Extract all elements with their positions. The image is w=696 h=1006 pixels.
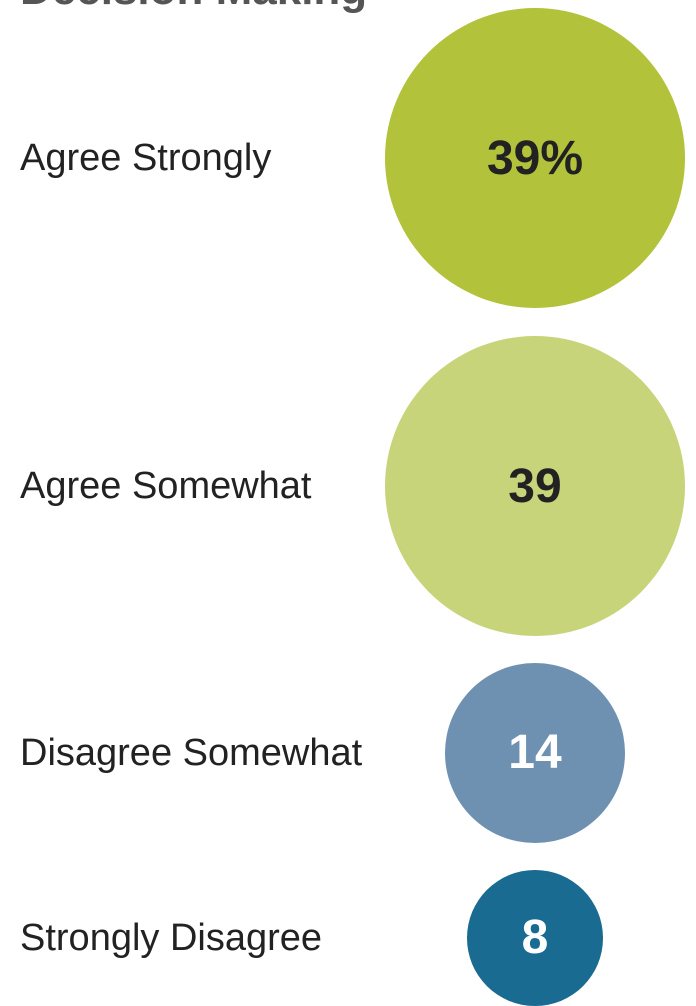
bubble: 39 — [385, 336, 685, 636]
category-label: Strongly Disagree — [20, 917, 323, 959]
value-label: 8 — [521, 911, 549, 965]
chart-title: Decision Making — [20, 0, 367, 12]
category-label: Agree Somewhat — [20, 465, 312, 507]
value-label: 14 — [508, 726, 562, 780]
bubble: 39% — [385, 8, 685, 308]
value-label: 39% — [486, 131, 584, 185]
category-label: Disagree Somewhat — [20, 732, 363, 774]
category-label: Agree Strongly — [20, 137, 272, 179]
bubble: 8 — [467, 870, 603, 1006]
value-label: 39 — [508, 459, 562, 513]
bubble: 14 — [445, 663, 625, 843]
